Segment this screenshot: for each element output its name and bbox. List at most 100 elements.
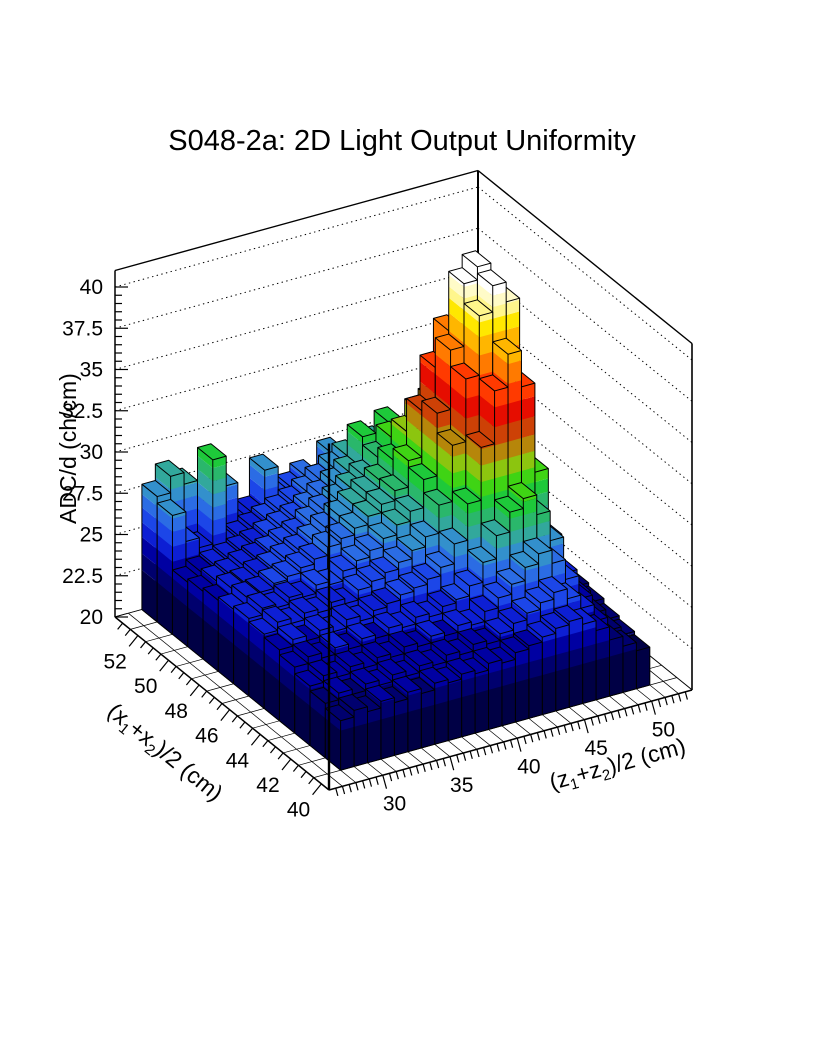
z-tick <box>435 760 440 769</box>
bar-face-band <box>300 572 317 591</box>
bar-top-face <box>456 609 485 626</box>
bar-top-face <box>277 623 307 640</box>
z-tick <box>395 771 399 780</box>
bar-face-band <box>542 633 556 643</box>
z-tick <box>388 773 393 782</box>
bar-face-band <box>264 637 280 665</box>
bar-face-band <box>471 621 485 629</box>
x-tick <box>270 746 276 754</box>
z-tick <box>617 710 621 719</box>
bar-face-band <box>461 693 475 737</box>
z-tick <box>570 723 574 732</box>
bar-face-band <box>492 282 507 296</box>
z-tick <box>456 754 460 763</box>
bar-face-band <box>508 380 522 404</box>
bar-face-band <box>467 523 482 541</box>
bar-top-face <box>294 670 324 687</box>
x-tick <box>208 696 215 704</box>
bar-top-face <box>427 590 457 607</box>
bar-top-face <box>377 658 406 675</box>
x-tick <box>170 666 177 674</box>
bar-face-band <box>636 647 650 689</box>
wall-gridline <box>114 227 479 329</box>
bar-face-band <box>496 545 510 563</box>
bar-face-band <box>492 303 507 319</box>
z-tick <box>375 776 379 785</box>
value-tick-label: 30 <box>80 441 103 464</box>
bar-face-band <box>340 726 354 771</box>
bar-face-band <box>203 602 219 632</box>
bar-face-band <box>420 355 436 375</box>
bar-top-face <box>448 267 478 284</box>
bar-face-band <box>368 526 384 544</box>
bar-face-band <box>392 680 408 696</box>
bar-top-face <box>393 444 422 461</box>
bar-face-band <box>481 478 495 497</box>
bar-face-band <box>506 311 520 330</box>
chart-title: S048-2a: 2D Light Output Uniformity <box>168 125 636 157</box>
bar-face-band <box>448 697 462 741</box>
bar-face-band <box>407 691 422 713</box>
bar-face-band <box>454 540 468 558</box>
bar-face-band <box>427 575 441 593</box>
bar-top-face <box>511 597 541 614</box>
bar-face-band <box>233 606 249 624</box>
bar-face-band <box>212 517 227 536</box>
bar-face-band <box>448 680 462 701</box>
bar-face-band <box>279 681 295 734</box>
bar-face-band <box>467 510 482 528</box>
bar-top-face <box>439 527 468 544</box>
bar-face-band <box>596 656 610 700</box>
bar-face-band <box>488 669 502 690</box>
bar-top-face <box>375 641 405 658</box>
bar-face-band <box>187 607 203 659</box>
z-tick <box>422 763 426 772</box>
bar-face-band <box>521 383 535 400</box>
bar-face-band <box>434 679 449 689</box>
z-tick <box>348 784 352 793</box>
bar-face-band <box>501 659 516 670</box>
z-tick <box>496 743 500 752</box>
bar-face-band <box>464 325 480 356</box>
bar-face-band <box>248 656 265 709</box>
bar-face-band <box>310 682 324 690</box>
bar-face-band <box>434 701 449 745</box>
bar-face-band <box>212 477 227 495</box>
value-tick-label: 20 <box>80 606 103 629</box>
bar-face-band <box>481 493 495 511</box>
bar-face-band <box>492 292 507 308</box>
bar-face-band <box>249 457 265 477</box>
bar-face-band <box>279 664 295 694</box>
bar-face-band <box>394 499 411 523</box>
bar-face-band <box>347 431 363 457</box>
z-tick <box>429 762 433 771</box>
bar-top-face <box>373 612 403 628</box>
bar-face-band <box>494 423 508 446</box>
bar-face-band <box>434 684 449 705</box>
z-tick <box>509 739 514 748</box>
bar-face-band <box>437 475 453 502</box>
bar-face-band <box>464 283 478 299</box>
bar-face-band <box>569 617 583 635</box>
bar-face-band <box>421 415 438 445</box>
bar-face-band <box>488 659 502 674</box>
bar-face-band <box>141 570 158 622</box>
bar-face-band <box>494 403 508 428</box>
bar-face-band <box>569 647 583 668</box>
bar-face-band <box>450 406 466 437</box>
bar-face-band <box>367 719 381 763</box>
bar-face-band <box>555 634 570 655</box>
bar-top-face <box>249 454 279 471</box>
bar-top-face <box>369 556 399 573</box>
x-tick <box>300 771 307 779</box>
bar-face-band <box>304 618 320 638</box>
bar-face-band <box>141 537 158 566</box>
bar-top-face <box>464 299 493 316</box>
bar-top-face <box>245 576 274 593</box>
bar-face-band <box>412 548 426 566</box>
bar-face-band <box>233 611 249 640</box>
bar-face-band <box>157 506 173 532</box>
bar-top-face <box>523 537 552 554</box>
bar-face-band <box>452 469 466 489</box>
